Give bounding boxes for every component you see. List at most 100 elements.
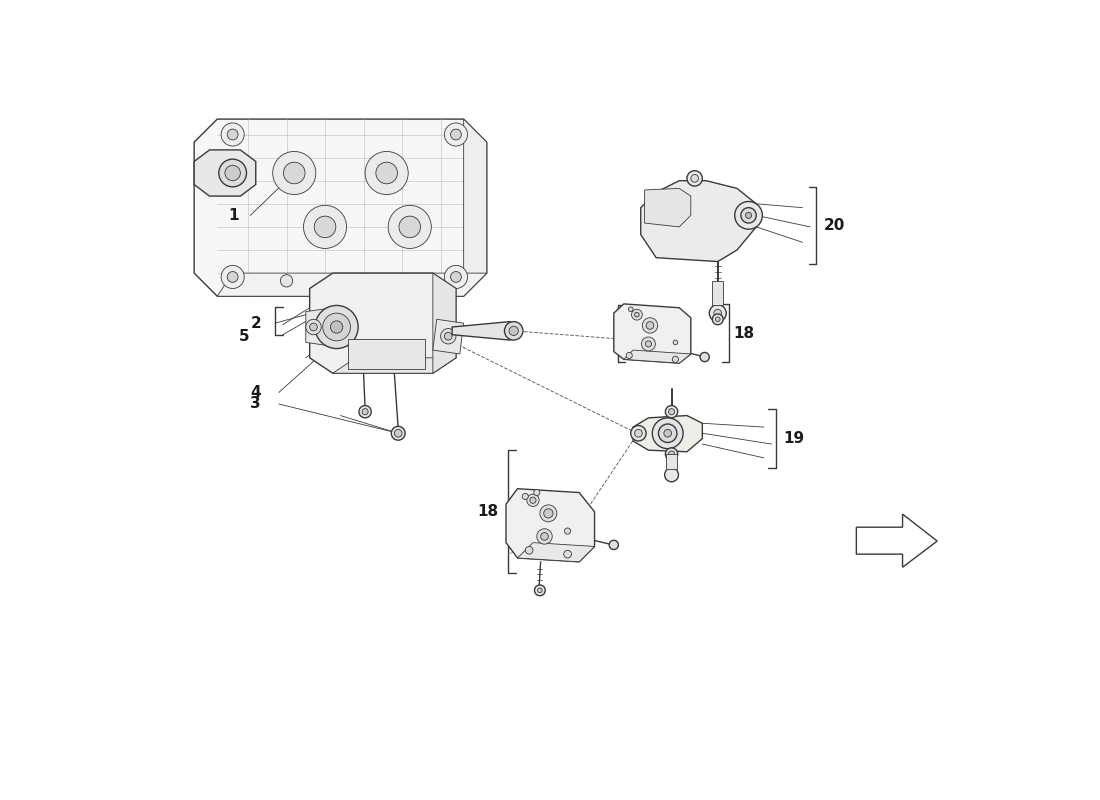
Text: 20: 20 [824,218,846,233]
Circle shape [509,326,518,335]
Circle shape [219,159,246,187]
Circle shape [221,123,244,146]
Polygon shape [433,273,455,373]
Circle shape [609,540,618,550]
Polygon shape [640,181,757,262]
Polygon shape [614,304,691,363]
Circle shape [664,468,679,482]
Polygon shape [306,308,332,346]
Polygon shape [195,150,255,196]
Circle shape [672,356,679,362]
Circle shape [399,216,420,238]
Circle shape [284,162,305,184]
Circle shape [628,307,634,311]
Circle shape [440,329,455,344]
Circle shape [228,129,238,140]
Circle shape [746,212,751,218]
Circle shape [659,424,676,442]
Circle shape [304,206,346,249]
Circle shape [631,310,642,320]
Circle shape [563,550,572,558]
Circle shape [641,337,656,351]
Circle shape [306,319,321,334]
Circle shape [534,490,540,496]
Polygon shape [506,489,594,562]
Circle shape [537,529,552,544]
Circle shape [642,318,658,333]
Circle shape [522,494,528,499]
Polygon shape [310,273,455,373]
Circle shape [652,418,683,449]
Text: 3: 3 [251,397,261,411]
Circle shape [541,533,548,540]
Circle shape [735,202,762,230]
Polygon shape [332,358,455,373]
Circle shape [713,314,723,325]
Circle shape [663,430,671,437]
Circle shape [635,312,639,317]
Circle shape [388,206,431,249]
Bar [348,338,425,370]
Circle shape [686,170,703,186]
Circle shape [635,430,642,437]
Circle shape [330,321,343,333]
Circle shape [700,353,710,362]
Circle shape [444,332,452,340]
Circle shape [392,426,405,440]
Polygon shape [464,119,486,296]
Circle shape [505,322,522,340]
Polygon shape [195,119,486,296]
Circle shape [691,174,698,182]
Circle shape [564,528,571,534]
Circle shape [394,430,403,437]
Polygon shape [624,350,691,363]
Polygon shape [433,319,464,354]
Circle shape [666,448,678,460]
Circle shape [526,546,534,554]
Circle shape [280,274,293,287]
Circle shape [226,166,240,181]
Circle shape [673,340,678,345]
Circle shape [666,406,678,418]
Circle shape [359,406,372,418]
Circle shape [543,509,553,518]
Circle shape [451,271,461,282]
Text: 1: 1 [229,208,240,223]
Circle shape [715,317,720,322]
Circle shape [669,409,674,414]
Circle shape [273,151,316,194]
Text: 18: 18 [733,326,755,341]
Circle shape [646,322,653,330]
Text: 18: 18 [477,504,498,519]
Circle shape [527,494,539,506]
Text: 4: 4 [251,385,261,400]
Circle shape [315,306,359,349]
Polygon shape [218,273,486,296]
Circle shape [626,353,632,358]
Circle shape [535,585,546,596]
Circle shape [451,129,461,140]
Circle shape [741,208,757,223]
Circle shape [362,409,369,414]
Polygon shape [645,188,691,227]
Circle shape [322,313,351,341]
Polygon shape [452,322,517,340]
Circle shape [411,274,424,287]
Circle shape [530,497,536,503]
Circle shape [444,266,468,289]
Circle shape [315,216,336,238]
Polygon shape [713,281,723,306]
Circle shape [669,451,674,457]
Polygon shape [667,454,676,470]
Text: 19: 19 [783,431,804,446]
Circle shape [376,162,397,184]
Text: 2: 2 [251,316,261,330]
Circle shape [714,310,722,317]
Circle shape [646,341,651,347]
Polygon shape [634,415,703,452]
Circle shape [228,271,238,282]
Circle shape [221,266,244,289]
Circle shape [710,305,726,322]
Circle shape [538,588,542,593]
Text: 5: 5 [239,329,250,344]
